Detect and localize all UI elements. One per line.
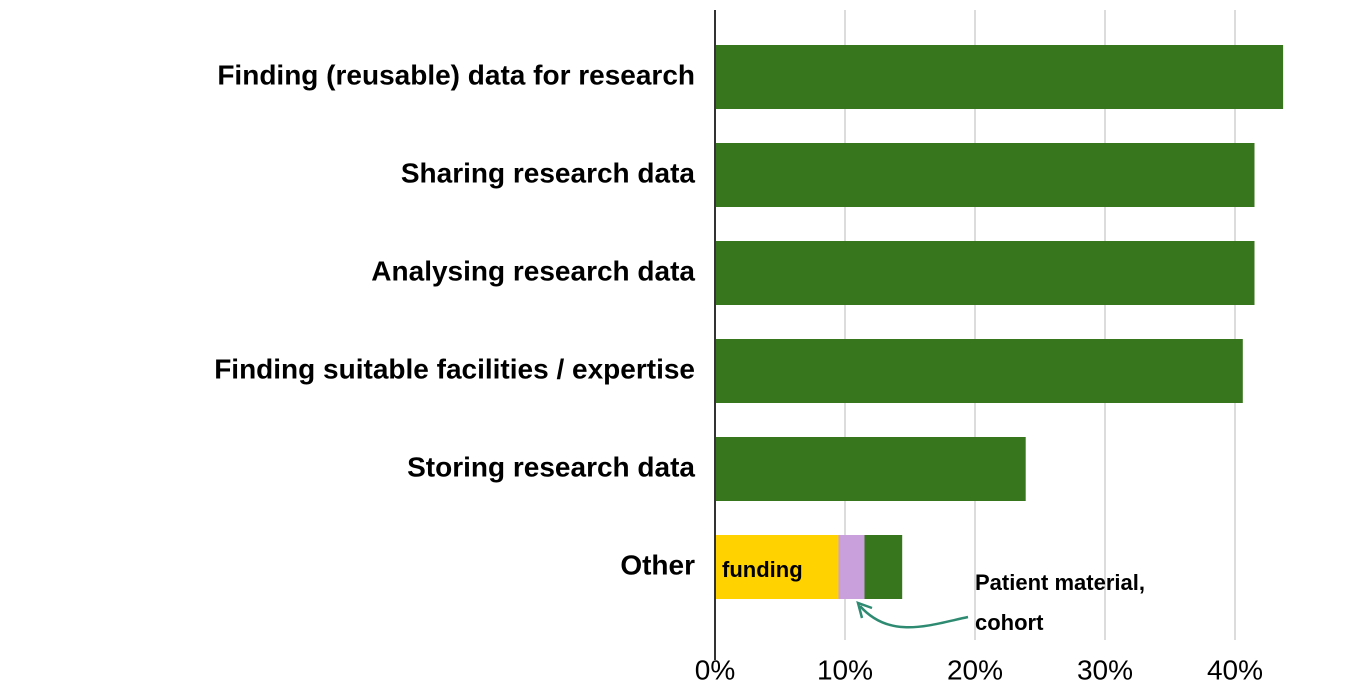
annotation-arrow <box>859 605 969 629</box>
category-label: Finding (reusable) data for research <box>217 59 695 90</box>
x-tick-label: 0% <box>695 654 735 685</box>
category-label: Other <box>620 549 695 580</box>
bar-segment <box>838 535 865 599</box>
x-tick-label: 10% <box>817 654 873 685</box>
annotation: Patient material, <box>975 570 1145 595</box>
category-label: Sharing research data <box>401 157 696 188</box>
segment-label: funding <box>722 557 803 582</box>
x-tick-label: 20% <box>947 654 1003 685</box>
category-label: Finding suitable facilities / expertise <box>214 353 695 384</box>
category-label: Analysing research data <box>371 255 695 286</box>
bar-segment <box>715 241 1255 305</box>
labels: 0% 10% 20% 30% 40% Finding (reusable) data fo… <box>214 59 1263 685</box>
bar-segment <box>715 535 839 599</box>
bar-segment <box>864 535 903 599</box>
annotation: cohort <box>975 610 1044 635</box>
category-label: Storing research data <box>407 451 695 482</box>
bar-segment <box>715 339 1243 403</box>
bar-segment <box>715 45 1284 109</box>
x-tick-label: 40% <box>1207 654 1263 685</box>
bar-segment <box>715 437 1026 501</box>
annotation-arrowhead <box>856 601 873 619</box>
bar-segment <box>715 143 1255 207</box>
bars <box>715 45 1284 599</box>
x-tick-label: 30% <box>1077 654 1133 685</box>
